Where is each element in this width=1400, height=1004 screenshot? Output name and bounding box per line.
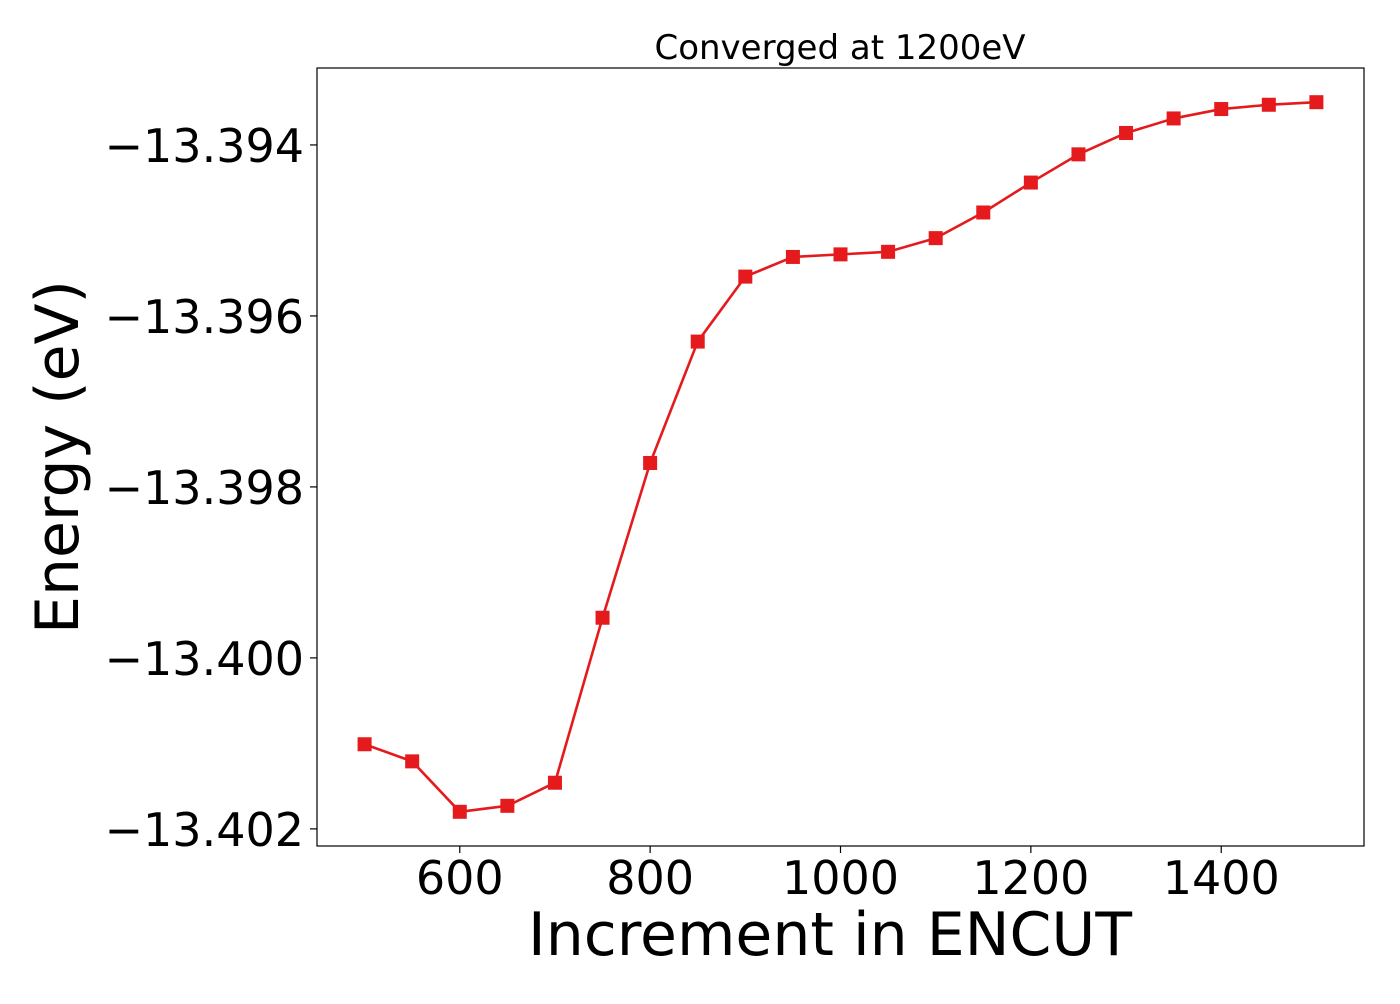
plot-area-frame — [316, 67, 1365, 847]
series-line — [364, 100, 1317, 814]
data-point-marker — [833, 247, 848, 262]
data-point-marker — [405, 754, 420, 769]
data-point-marker — [1119, 125, 1134, 140]
data-point-marker — [595, 610, 610, 625]
y-tick-label: −13.398 — [105, 461, 305, 515]
data-point-marker — [547, 775, 562, 790]
x-tick-label: 600 — [416, 851, 504, 905]
data-point-marker — [928, 231, 943, 246]
x-tick-label: 1200 — [972, 851, 1089, 905]
x-axis-label: Increment in ENCUT — [528, 900, 1132, 970]
series-layer — [357, 95, 1324, 819]
y-tick-label: −13.394 — [105, 119, 305, 173]
data-point-marker — [643, 455, 658, 470]
x-tick-label: 800 — [606, 851, 694, 905]
data-point-marker — [1214, 102, 1229, 117]
data-point-marker — [690, 334, 705, 349]
x-tick-label: 1400 — [1163, 851, 1280, 905]
data-point-marker — [785, 249, 800, 264]
data-point-marker — [1166, 111, 1181, 126]
data-point-marker — [357, 737, 372, 752]
data-point-marker — [500, 798, 515, 813]
data-point-marker — [738, 269, 753, 284]
chart-title: Converged at 1200eV — [654, 28, 1025, 68]
data-point-marker — [452, 804, 467, 819]
y-tick-label: −13.400 — [105, 632, 305, 686]
x-tick-label: 1000 — [782, 851, 899, 905]
data-point-marker — [1309, 95, 1324, 110]
data-point-marker — [1071, 147, 1086, 162]
x-axis-ticks: 600 800 1000 1200 1400 — [416, 846, 1280, 905]
y-axis-label: Energy (eV) — [23, 280, 93, 634]
y-axis-ticks: −13.394 −13.396 −13.398 −13.400 −13.402 — [105, 119, 317, 857]
data-point-marker — [881, 244, 896, 259]
data-point-marker — [976, 205, 991, 220]
data-point-marker — [1023, 175, 1038, 190]
y-tick-label: −13.402 — [105, 803, 305, 857]
y-tick-label: −13.396 — [105, 290, 305, 344]
data-point-marker — [1261, 97, 1276, 112]
